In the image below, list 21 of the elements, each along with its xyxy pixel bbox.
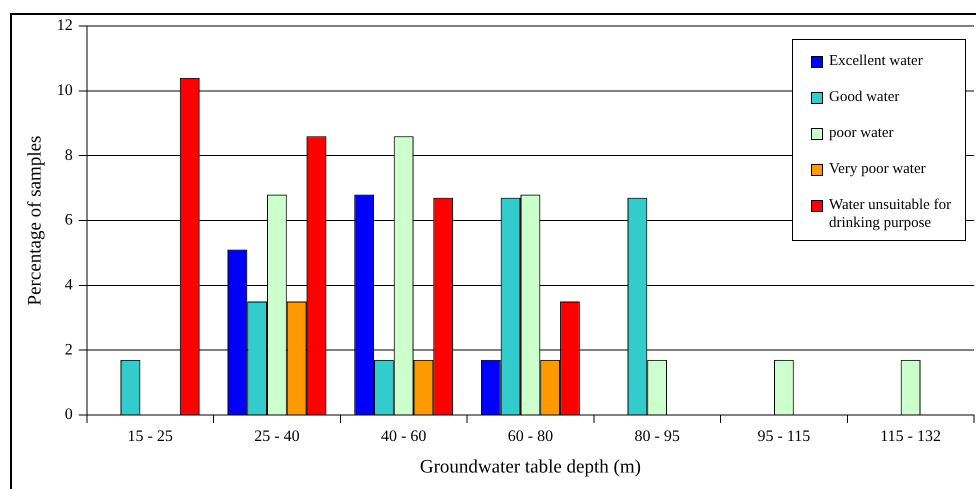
y-tick-label: 8 bbox=[64, 146, 73, 164]
legend-label: Good water bbox=[829, 88, 900, 106]
x-tick-label: 40 - 60 bbox=[380, 428, 426, 445]
legend-label: Very poor water bbox=[829, 160, 926, 178]
y-tick-label: 2 bbox=[64, 341, 73, 358]
x-tick-label: 15 - 25 bbox=[128, 428, 173, 445]
x-tick-label: 115 - 132 bbox=[880, 428, 941, 445]
y-tick-label: 4 bbox=[64, 276, 73, 294]
y-tick-label: 12 bbox=[56, 17, 73, 34]
x-tick-label: 60 - 80 bbox=[508, 428, 554, 445]
legend-label: poor water bbox=[829, 124, 894, 142]
x-tick-label: 95 - 115 bbox=[758, 428, 810, 445]
x-tick-label: 25 - 40 bbox=[254, 428, 300, 445]
y-axis-title: Percentage of samples bbox=[24, 136, 46, 306]
y-tick-label: 0 bbox=[64, 406, 73, 424]
x-tick-label: 80 - 95 bbox=[634, 428, 680, 445]
legend-label: Water unsuitable for drinking purpose bbox=[829, 196, 952, 232]
x-axis-title: Groundwater table depth (m) bbox=[420, 456, 641, 478]
y-tick-label: 6 bbox=[64, 212, 73, 229]
legend-label: Excellent water bbox=[829, 52, 923, 70]
y-tick-label: 10 bbox=[56, 82, 73, 100]
